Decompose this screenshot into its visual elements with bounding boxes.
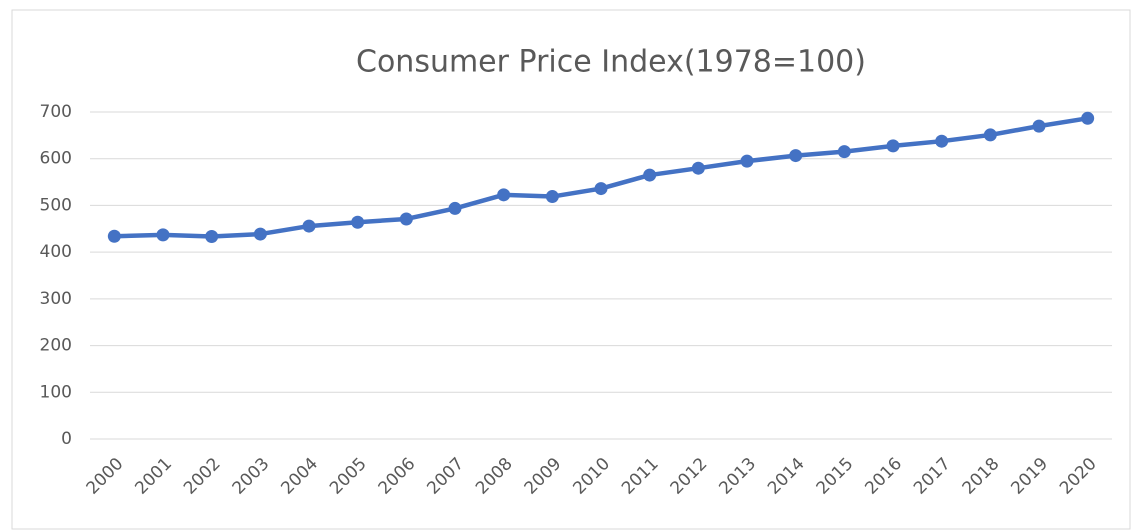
marker (205, 229, 219, 243)
marker (156, 228, 170, 242)
marker (107, 229, 121, 243)
marker (1081, 111, 1095, 125)
y-tick-label: 0 (61, 429, 72, 449)
marker (545, 190, 559, 204)
marker (740, 154, 754, 168)
marker (1032, 119, 1046, 133)
y-tick-label: 100 (40, 382, 72, 402)
marker (448, 201, 462, 215)
marker (935, 134, 949, 148)
marker (302, 219, 316, 233)
marker (837, 145, 851, 159)
marker (691, 161, 705, 175)
y-tick-label: 300 (40, 289, 72, 309)
y-tick-label: 600 (40, 149, 72, 169)
marker (351, 215, 365, 229)
y-tick-label: 200 (40, 336, 72, 356)
marker (789, 149, 803, 163)
marker (886, 139, 900, 153)
y-tick-label: 700 (40, 102, 72, 122)
chart-title: Consumer Price Index(1978=100) (356, 45, 866, 80)
marker (497, 188, 511, 202)
y-tick-label: 500 (40, 195, 72, 215)
y-tick-label: 400 (40, 242, 72, 262)
marker (643, 168, 657, 182)
chart-frame (11, 9, 1131, 530)
marker (594, 182, 608, 196)
marker (983, 128, 997, 142)
marker (253, 227, 267, 241)
marker (399, 212, 413, 226)
